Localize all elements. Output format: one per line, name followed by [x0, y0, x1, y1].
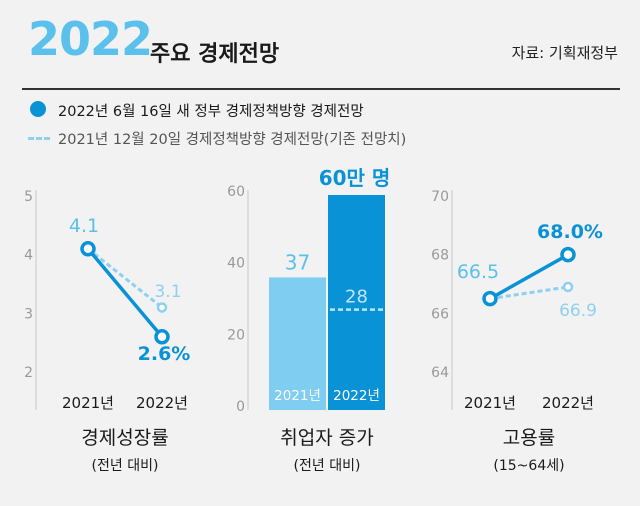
emprate-x-label: 2022년 [542, 394, 594, 412]
growth-tick-label: 5 [24, 189, 33, 205]
growth-x-label: 2022년 [136, 394, 188, 412]
jobs-title: 취업자 증가 [280, 427, 373, 449]
growth-tick-label: 4 [24, 248, 33, 264]
emprate-old-series-line [489, 285, 569, 301]
growth-subtitle: (전년 대비) [92, 458, 159, 474]
growth-label-new: 2.6% [138, 343, 191, 365]
emprate-label-old: 66.9 [559, 301, 597, 321]
growth-new-point [80, 241, 96, 257]
jobs-tick-label: 20 [227, 327, 245, 343]
emprate-tick-label: 70 [431, 189, 449, 205]
jobs-bar [269, 277, 326, 410]
growth-old-point [156, 302, 168, 313]
emprate-label-new: 68.0% [537, 221, 603, 243]
jobs-label-2022: 60만 명 [319, 166, 391, 190]
emprate-label-first: 66.5 [457, 261, 499, 283]
source-credit: 자료: 기획재정부 [511, 44, 618, 62]
growth-label-first: 4.1 [69, 215, 99, 237]
growth-new-series-line [86, 247, 164, 338]
emprate-new-point [482, 290, 498, 307]
jobs-bar-year-label: 2022년 [333, 388, 380, 404]
emprate-title: 고용률 [503, 427, 555, 449]
emprate-x-label: 2021년 [464, 394, 516, 412]
growth-tick-label: 2 [24, 365, 33, 381]
jobs-tick-label: 40 [227, 256, 245, 272]
jobs-label-2021: 37 [285, 250, 310, 274]
emprate-tick-label: 66 [431, 306, 449, 322]
jobs-previous-forecast-label: 28 [345, 287, 368, 308]
growth-x-label: 2021년 [62, 394, 114, 412]
headline-title: 주요 경제전망 [150, 42, 280, 67]
jobs-tick-label: 60 [227, 184, 245, 200]
legend-solid-marker [30, 101, 46, 117]
legend-old-forecast: 2021년 12월 20일 경제정책방향 경제전망(기존 전망치) [58, 132, 407, 148]
growth-old-series-line [87, 247, 163, 309]
emprate-new-series-line [489, 253, 569, 301]
emprate-old-point [562, 281, 574, 293]
growth-tick-label: 3 [24, 306, 33, 322]
emprate-tick-label: 64 [431, 365, 449, 381]
jobs-tick-label: 0 [236, 399, 245, 415]
jobs-bar [328, 195, 385, 410]
legend-new-forecast: 2022년 6월 16일 새 정부 경제정책방향 경제전망 [58, 104, 364, 120]
growth-new-point [154, 329, 170, 345]
emprate-new-point [560, 246, 576, 263]
jobs-subtitle: (전년 대비) [294, 458, 361, 474]
emprate-tick-label: 68 [431, 248, 449, 264]
header-rule [22, 88, 620, 90]
emprate-subtitle: (15~64세) [493, 458, 564, 474]
legend-dashed-marker [28, 137, 50, 140]
jobs-bar-year-label: 2021년 [274, 388, 321, 404]
growth-title: 경제성장률 [81, 427, 168, 449]
headline-year: 2022 [28, 12, 153, 66]
growth-label-old: 3.1 [154, 282, 181, 302]
